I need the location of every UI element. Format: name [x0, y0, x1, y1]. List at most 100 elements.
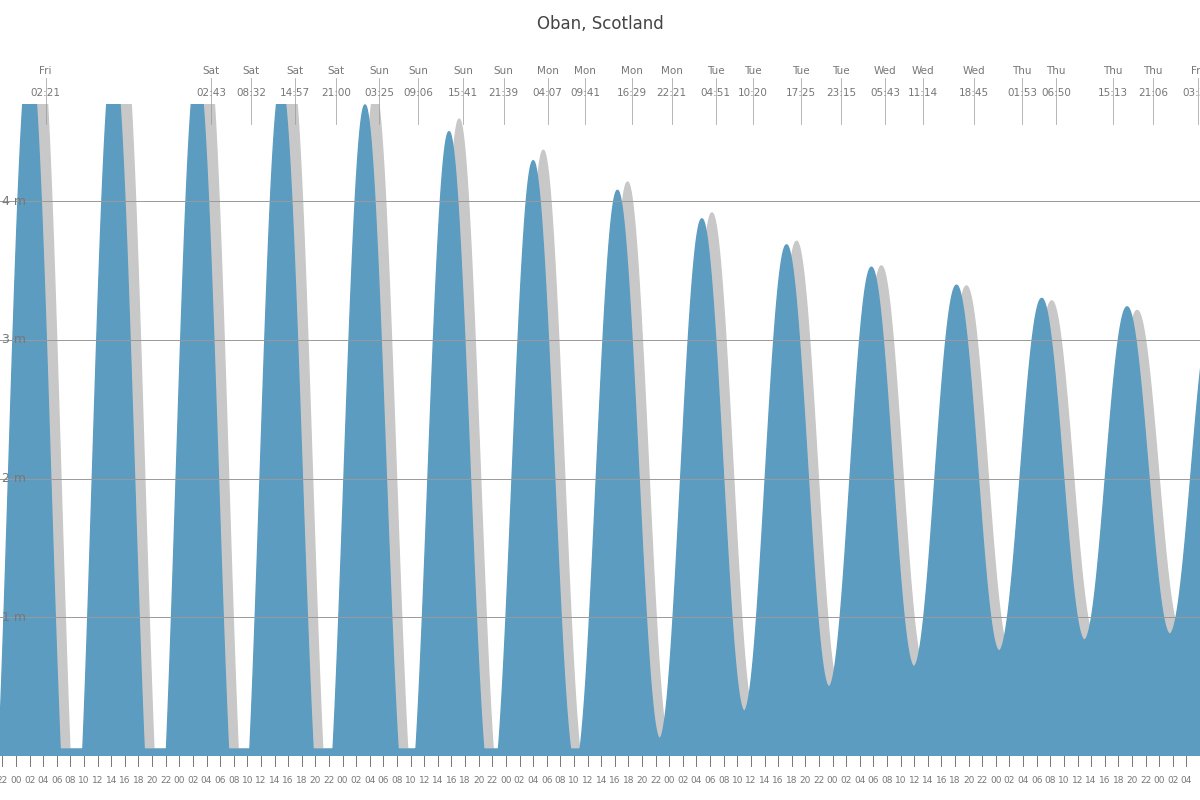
Text: 02:43: 02:43: [197, 88, 227, 98]
Text: 00: 00: [1153, 776, 1165, 785]
Text: 15:41: 15:41: [448, 88, 478, 98]
Text: 04: 04: [37, 776, 49, 785]
Text: 14: 14: [432, 776, 444, 785]
Text: 16: 16: [773, 776, 784, 785]
Text: Mon: Mon: [661, 66, 683, 76]
Text: 03:38: 03:38: [1182, 88, 1200, 98]
Text: Tue: Tue: [792, 66, 810, 76]
Text: 17:25: 17:25: [786, 88, 816, 98]
Text: 14: 14: [595, 776, 607, 785]
Text: 08: 08: [554, 776, 566, 785]
Text: 16: 16: [119, 776, 131, 785]
Text: 00: 00: [990, 776, 1002, 785]
Text: Mon: Mon: [620, 66, 643, 76]
Text: 14:57: 14:57: [280, 88, 310, 98]
Text: 04: 04: [200, 776, 212, 785]
Text: 12: 12: [256, 776, 266, 785]
Text: Tue: Tue: [833, 66, 850, 76]
Text: 12: 12: [908, 776, 920, 785]
Text: 08: 08: [881, 776, 893, 785]
Text: 04: 04: [691, 776, 702, 785]
Text: 06:50: 06:50: [1042, 88, 1070, 98]
Text: 22: 22: [650, 776, 661, 785]
Text: Thu: Thu: [1013, 66, 1032, 76]
Text: 3 m: 3 m: [2, 334, 26, 346]
Text: 02: 02: [187, 776, 198, 785]
Text: Fri: Fri: [1192, 66, 1200, 76]
Text: 00: 00: [500, 776, 511, 785]
Text: 12: 12: [1072, 776, 1084, 785]
Text: 18: 18: [296, 776, 307, 785]
Text: 02: 02: [24, 776, 35, 785]
Text: 22: 22: [977, 776, 988, 785]
Text: Wed: Wed: [911, 66, 934, 76]
Text: 21:39: 21:39: [488, 88, 518, 98]
Text: 12: 12: [582, 776, 593, 785]
Text: 00: 00: [664, 776, 674, 785]
Text: 08:32: 08:32: [236, 88, 266, 98]
Text: 4 m: 4 m: [2, 194, 26, 208]
Text: 22:21: 22:21: [656, 88, 686, 98]
Text: 14: 14: [1086, 776, 1097, 785]
Text: 09:06: 09:06: [403, 88, 433, 98]
Text: 08: 08: [391, 776, 403, 785]
Text: 00: 00: [337, 776, 348, 785]
Text: 00: 00: [827, 776, 839, 785]
Text: 12: 12: [92, 776, 103, 785]
Text: 18: 18: [133, 776, 144, 785]
Text: 22: 22: [323, 776, 335, 785]
Text: Wed: Wed: [962, 66, 985, 76]
Text: 06: 06: [868, 776, 880, 785]
Text: 14: 14: [106, 776, 116, 785]
Text: 02: 02: [1168, 776, 1178, 785]
Text: 03:25: 03:25: [365, 88, 395, 98]
Text: 21:06: 21:06: [1138, 88, 1168, 98]
Text: Tue: Tue: [707, 66, 725, 76]
Text: 18: 18: [1112, 776, 1124, 785]
Text: 21:00: 21:00: [320, 88, 350, 98]
Text: 10: 10: [732, 776, 743, 785]
Text: 06: 06: [215, 776, 226, 785]
Text: Sun: Sun: [408, 66, 428, 76]
Text: Oban, Scotland: Oban, Scotland: [536, 15, 664, 33]
Text: 16: 16: [610, 776, 620, 785]
Text: 20: 20: [1127, 776, 1138, 785]
Text: 18: 18: [786, 776, 798, 785]
Text: 16: 16: [936, 776, 947, 785]
Text: 02:21: 02:21: [30, 88, 60, 98]
Text: 20: 20: [636, 776, 648, 785]
Text: 14: 14: [269, 776, 281, 785]
Text: 20: 20: [799, 776, 811, 785]
Text: 1 m: 1 m: [2, 610, 26, 624]
Text: 04:51: 04:51: [701, 88, 731, 98]
Text: 10: 10: [404, 776, 416, 785]
Text: 22: 22: [160, 776, 172, 785]
Text: 02: 02: [350, 776, 362, 785]
Text: 06: 06: [541, 776, 552, 785]
Text: 02: 02: [840, 776, 852, 785]
Text: 14: 14: [758, 776, 770, 785]
Text: Sat: Sat: [286, 66, 304, 76]
Text: 12: 12: [745, 776, 756, 785]
Text: 11:14: 11:14: [907, 88, 937, 98]
Text: 10:20: 10:20: [738, 88, 768, 98]
Text: 22: 22: [1140, 776, 1151, 785]
Text: 10: 10: [895, 776, 906, 785]
Text: 08: 08: [718, 776, 730, 785]
Text: Mon: Mon: [536, 66, 558, 76]
Text: 10: 10: [569, 776, 580, 785]
Text: 22: 22: [487, 776, 498, 785]
Text: Wed: Wed: [874, 66, 896, 76]
Text: 22: 22: [0, 776, 8, 785]
Text: Thu: Thu: [1144, 66, 1163, 76]
Text: 15:13: 15:13: [1098, 88, 1128, 98]
Text: 10: 10: [241, 776, 253, 785]
Text: 06: 06: [1031, 776, 1043, 785]
Text: 01:53: 01:53: [1007, 88, 1037, 98]
Text: Sun: Sun: [454, 66, 473, 76]
Text: 12: 12: [419, 776, 430, 785]
Text: Fri: Fri: [40, 66, 52, 76]
Text: 02: 02: [677, 776, 689, 785]
Text: Thu: Thu: [1046, 66, 1066, 76]
Text: 2 m: 2 m: [2, 472, 26, 485]
